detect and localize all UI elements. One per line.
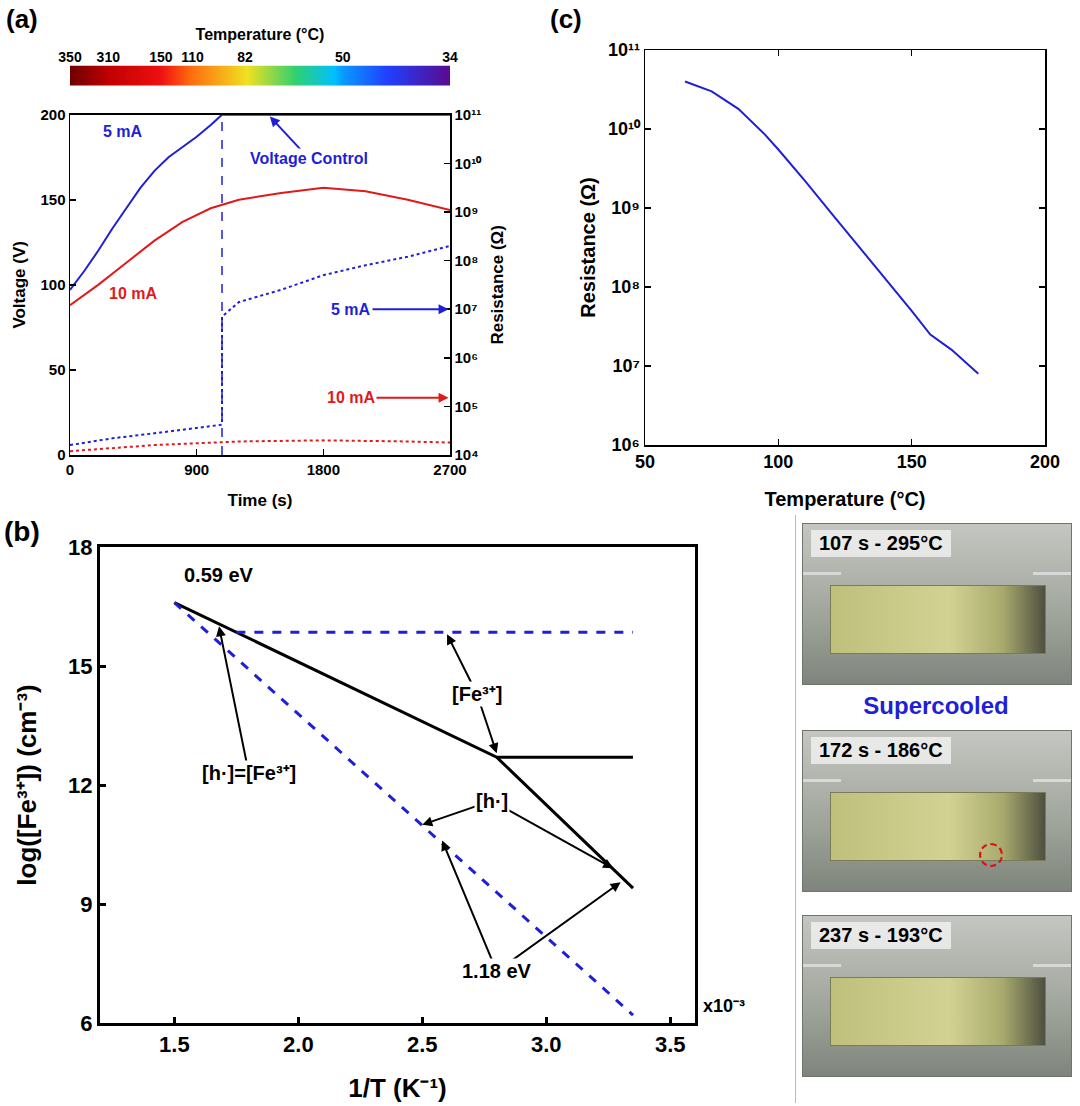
svg-text:0.59 eV: 0.59 eV — [184, 564, 254, 586]
svg-text:Voltage (V): Voltage (V) — [11, 241, 30, 329]
svg-text:10⁸: 10⁸ — [611, 277, 640, 297]
svg-text:100: 100 — [40, 276, 65, 293]
svg-text:3.5: 3.5 — [655, 1032, 686, 1057]
svg-text:log([Fe³⁺]) (cm⁻³): log([Fe³⁺]) (cm⁻³) — [12, 684, 42, 885]
svg-text:2.5: 2.5 — [407, 1032, 438, 1057]
html-text:(b): (b) — [4, 516, 40, 547]
svg-text:50: 50 — [335, 49, 351, 65]
svg-text:150: 150 — [897, 452, 927, 472]
svg-text:10⁵: 10⁵ — [455, 398, 479, 415]
svg-text:350: 350 — [58, 49, 82, 65]
svg-text:[Fe³⁺]: [Fe³⁺] — [452, 683, 502, 705]
svg-text:1/T (K⁻¹): 1/T (K⁻¹) — [348, 1073, 447, 1103]
svg-text:6: 6 — [80, 1011, 92, 1036]
svg-text:x10⁻³: x10⁻³ — [703, 996, 745, 1016]
svg-text:Resistance (Ω): Resistance (Ω) — [488, 225, 507, 344]
svg-text:100: 100 — [763, 452, 793, 472]
svg-text:10¹¹: 10¹¹ — [455, 106, 482, 123]
svg-text:Voltage Control: Voltage Control — [250, 150, 368, 167]
svg-text:1.5: 1.5 — [159, 1032, 190, 1057]
svg-text:Resistance (Ω): Resistance (Ω) — [577, 177, 599, 318]
svg-text:10¹⁰: 10¹⁰ — [455, 155, 483, 172]
svg-text:1.18 eV: 1.18 eV — [462, 960, 532, 982]
html-text:107 s - 295°C: 107 s - 295°C — [819, 532, 943, 554]
svg-text:2700: 2700 — [433, 461, 466, 478]
html-text:237 s - 193°C: 237 s - 193°C — [819, 924, 943, 946]
html-text:Supercooled: Supercooled — [863, 692, 1009, 719]
svg-text:900: 900 — [184, 461, 209, 478]
svg-text:10 mA: 10 mA — [327, 389, 375, 406]
svg-text:110: 110 — [181, 49, 204, 65]
svg-text:10¹¹: 10¹¹ — [608, 40, 640, 60]
svg-text:10 mA: 10 mA — [109, 285, 157, 302]
svg-text:9: 9 — [80, 892, 92, 917]
svg-text:3.0: 3.0 — [531, 1032, 562, 1057]
svg-text:10⁹: 10⁹ — [611, 198, 640, 218]
svg-text:Time (s): Time (s) — [228, 491, 293, 510]
svg-text:2.0: 2.0 — [283, 1032, 314, 1057]
html-text:172 s - 186°C: 172 s - 186°C — [819, 739, 943, 761]
svg-text:50: 50 — [635, 452, 655, 472]
svg-text:10⁷: 10⁷ — [612, 356, 639, 376]
svg-text:0: 0 — [66, 461, 74, 478]
svg-text:10⁸: 10⁸ — [455, 252, 479, 269]
svg-text:150: 150 — [40, 191, 65, 208]
svg-text:10⁹: 10⁹ — [455, 203, 479, 220]
svg-text:10⁴: 10⁴ — [455, 446, 479, 463]
svg-text:18: 18 — [68, 535, 92, 560]
svg-text:15: 15 — [68, 654, 92, 679]
html-text:(c): (c) — [550, 4, 582, 34]
svg-text:310: 310 — [97, 49, 121, 65]
svg-text:10⁶: 10⁶ — [455, 349, 479, 366]
svg-text:150: 150 — [149, 49, 173, 65]
svg-text:10¹⁰: 10¹⁰ — [608, 119, 641, 139]
svg-text:Temperature (°C): Temperature (°C) — [196, 26, 325, 43]
svg-text:1800: 1800 — [307, 461, 340, 478]
svg-text:5 mA: 5 mA — [331, 301, 371, 318]
svg-text:50: 50 — [49, 361, 66, 378]
svg-text:200: 200 — [1030, 452, 1060, 472]
svg-text:5 mA: 5 mA — [103, 123, 143, 140]
svg-text:10⁶: 10⁶ — [612, 435, 640, 455]
svg-text:12: 12 — [68, 773, 92, 798]
svg-text:10⁷: 10⁷ — [455, 300, 478, 317]
svg-text:200: 200 — [40, 106, 65, 123]
svg-text:34: 34 — [442, 49, 458, 65]
html-text:(a): (a) — [6, 4, 38, 34]
svg-text:0: 0 — [57, 446, 65, 463]
svg-text:[h·]: [h·] — [476, 790, 508, 812]
svg-text:[h·]=[Fe³⁺]: [h·]=[Fe³⁺] — [202, 762, 296, 784]
svg-text:82: 82 — [237, 49, 253, 65]
svg-text:Temperature (°C): Temperature (°C) — [765, 488, 926, 510]
